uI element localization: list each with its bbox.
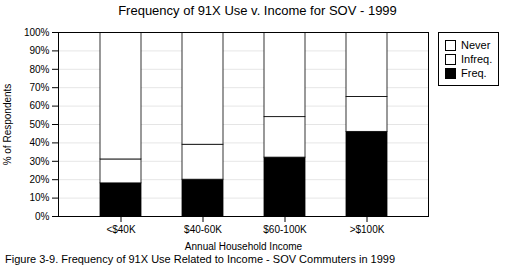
- svg-text:80%: 80%: [29, 64, 49, 75]
- svg-text:50%: 50%: [29, 119, 49, 130]
- html-text:Figure 3-9. Frequency of 91X U: Figure 3-9. Frequency of 91X Use Related…: [5, 253, 396, 265]
- svg-text:$60-100K: $60-100K: [263, 224, 307, 235]
- html-text:Never: Never: [461, 39, 491, 51]
- svg-text:30%: 30%: [29, 156, 49, 167]
- svg-text:Annual Household Income: Annual Household Income: [185, 241, 303, 252]
- svg-text:70%: 70%: [29, 82, 49, 93]
- html-text:Infreq.: Infreq.: [461, 53, 493, 65]
- html-text:Freq.: Freq.: [461, 67, 487, 79]
- svg-text:20%: 20%: [29, 174, 49, 185]
- svg-text:90%: 90%: [29, 45, 49, 56]
- svg-text:<$40K: <$40K: [106, 224, 136, 235]
- svg-text:60%: 60%: [29, 100, 49, 111]
- svg-text:100%: 100%: [24, 27, 50, 38]
- svg-text:10%: 10%: [29, 192, 49, 203]
- html-text:Frequency of 91X Use v. Income: Frequency of 91X Use v. Income for SOV -…: [118, 3, 397, 18]
- svg-text:40%: 40%: [29, 137, 49, 148]
- svg-text:>$100K: >$100K: [350, 224, 385, 235]
- svg-text:$40-60K: $40-60K: [184, 224, 222, 235]
- svg-text:0%: 0%: [35, 211, 50, 222]
- svg-text:% of Respondents: % of Respondents: [2, 84, 13, 166]
